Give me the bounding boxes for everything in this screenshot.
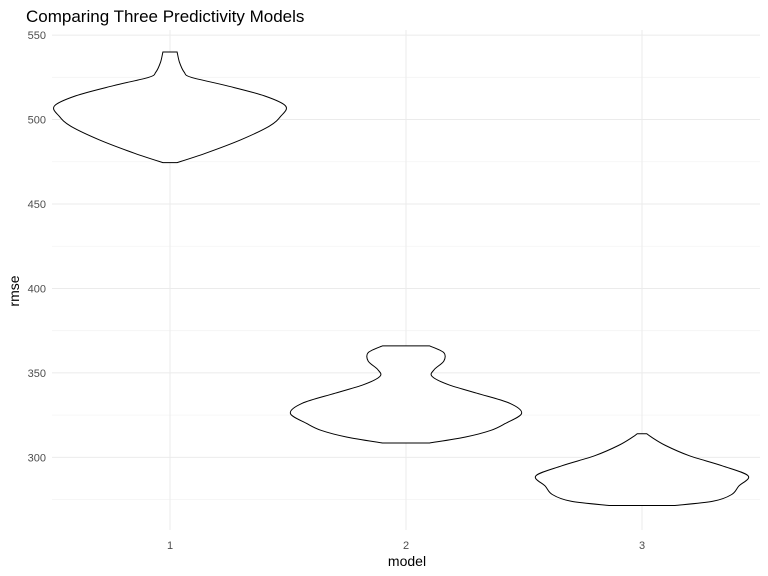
violin-model-1 [53, 51, 287, 164]
y-tick-label: 350 [28, 368, 46, 380]
y-tick-label: 550 [28, 30, 46, 42]
x-axis-title: model [388, 553, 426, 569]
y-axis-tick-labels: 300 350 400 450 500 550 [28, 30, 46, 464]
x-tick-label: 3 [639, 540, 645, 552]
violin-series [53, 51, 750, 506]
violin-model-2 [289, 345, 523, 444]
y-axis-title: rmse [6, 275, 22, 306]
y-tick-label: 450 [28, 199, 46, 211]
chart-title: Comparing Three Predictivity Models [26, 7, 304, 26]
violin-model-3 [534, 433, 750, 506]
x-tick-label: 1 [167, 540, 173, 552]
y-tick-label: 400 [28, 283, 46, 295]
x-tick-label: 2 [403, 540, 409, 552]
x-axis-tick-labels: 1 2 3 [167, 540, 645, 552]
y-tick-label: 300 [28, 452, 46, 464]
y-tick-label: 500 [28, 115, 46, 127]
